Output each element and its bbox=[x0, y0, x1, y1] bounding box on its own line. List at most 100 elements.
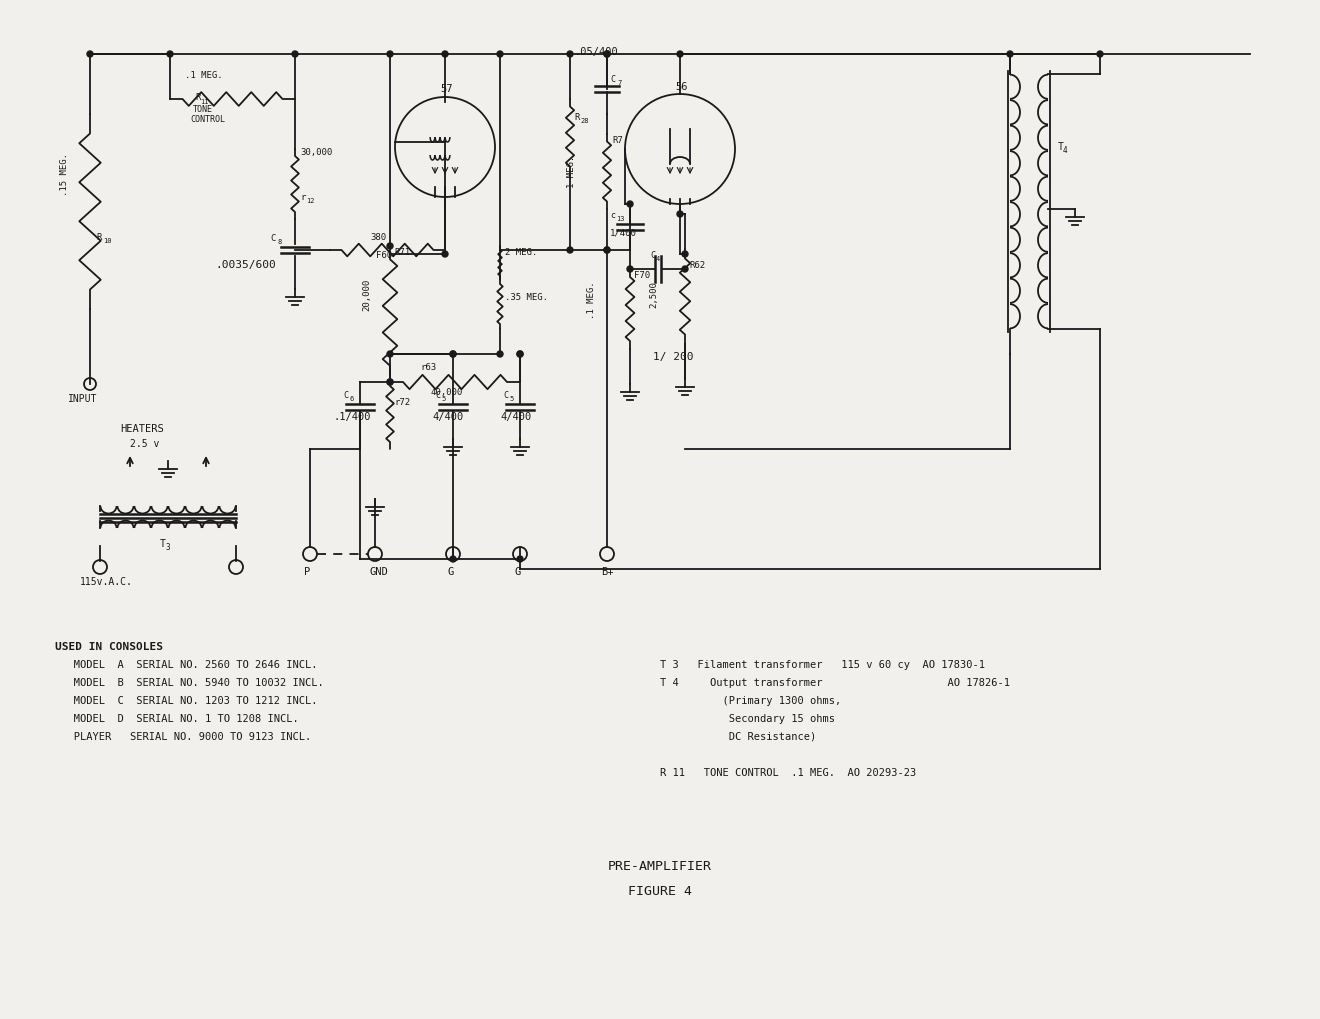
Text: .1 MEG.: .1 MEG. bbox=[185, 71, 223, 79]
Text: INPUT: INPUT bbox=[69, 393, 98, 404]
Text: HEATERS: HEATERS bbox=[120, 424, 164, 433]
Text: 1/ 200: 1/ 200 bbox=[653, 352, 693, 362]
Text: .35 MEG.: .35 MEG. bbox=[506, 292, 548, 302]
Text: P: P bbox=[304, 567, 310, 577]
Text: TONE: TONE bbox=[193, 105, 213, 114]
Text: .1 MEG.: .1 MEG. bbox=[587, 281, 597, 319]
Text: R 11   TONE CONTROL  .1 MEG.  AO 20293-23: R 11 TONE CONTROL .1 MEG. AO 20293-23 bbox=[660, 767, 916, 777]
Text: 10: 10 bbox=[103, 237, 111, 244]
Circle shape bbox=[387, 380, 393, 385]
Text: 20,000: 20,000 bbox=[362, 278, 371, 311]
Circle shape bbox=[627, 202, 634, 208]
Text: r: r bbox=[300, 193, 305, 202]
Text: C: C bbox=[271, 233, 276, 243]
Circle shape bbox=[677, 52, 682, 58]
Circle shape bbox=[498, 52, 503, 58]
Text: DC Resistance): DC Resistance) bbox=[660, 732, 816, 741]
Text: T: T bbox=[1059, 142, 1064, 152]
Text: c: c bbox=[610, 211, 615, 220]
Circle shape bbox=[1097, 52, 1104, 58]
Text: 57: 57 bbox=[440, 84, 453, 94]
Circle shape bbox=[450, 556, 455, 562]
Circle shape bbox=[677, 212, 682, 218]
Text: 3: 3 bbox=[165, 542, 170, 551]
Text: 4/400: 4/400 bbox=[432, 412, 463, 422]
Circle shape bbox=[568, 52, 573, 58]
Text: MODEL  A  SERIAL NO. 2560 TO 2646 INCL.: MODEL A SERIAL NO. 2560 TO 2646 INCL. bbox=[55, 659, 318, 669]
Text: 380: 380 bbox=[370, 232, 387, 242]
Circle shape bbox=[442, 252, 447, 258]
Text: R: R bbox=[574, 113, 579, 122]
Circle shape bbox=[387, 52, 393, 58]
Text: C: C bbox=[343, 390, 348, 399]
Text: R: R bbox=[96, 232, 102, 242]
Text: 5: 5 bbox=[441, 395, 445, 401]
Circle shape bbox=[605, 248, 610, 254]
Text: R7: R7 bbox=[612, 136, 623, 145]
Text: (Primary 1300 ohms,: (Primary 1300 ohms, bbox=[660, 695, 841, 705]
Text: 1 MEG.: 1 MEG. bbox=[568, 156, 576, 187]
Circle shape bbox=[1007, 52, 1012, 58]
Text: F70: F70 bbox=[634, 271, 651, 280]
Text: 12: 12 bbox=[306, 198, 314, 204]
Text: r72: r72 bbox=[393, 397, 411, 407]
Text: R71: R71 bbox=[393, 248, 411, 257]
Circle shape bbox=[517, 352, 523, 358]
Text: T 4     Output transformer                    AO 17826-1: T 4 Output transformer AO 17826-1 bbox=[660, 678, 1010, 688]
Text: Secondary 15 ohms: Secondary 15 ohms bbox=[660, 713, 836, 723]
Circle shape bbox=[442, 52, 447, 58]
Circle shape bbox=[387, 352, 393, 358]
Text: CONTROL: CONTROL bbox=[190, 115, 224, 124]
Text: 13: 13 bbox=[616, 216, 624, 222]
Text: 8: 8 bbox=[277, 238, 281, 245]
Text: 115v.A.C.: 115v.A.C. bbox=[81, 577, 133, 586]
Text: C: C bbox=[503, 390, 508, 399]
Text: 5: 5 bbox=[510, 395, 513, 401]
Text: MODEL  B  SERIAL NO. 5940 TO 10032 INCL.: MODEL B SERIAL NO. 5940 TO 10032 INCL. bbox=[55, 678, 323, 688]
Circle shape bbox=[605, 52, 610, 58]
Text: MODEL  C  SERIAL NO. 1203 TO 1212 INCL.: MODEL C SERIAL NO. 1203 TO 1212 INCL. bbox=[55, 695, 318, 705]
Circle shape bbox=[168, 52, 173, 58]
Circle shape bbox=[387, 244, 393, 250]
Text: C: C bbox=[610, 75, 615, 84]
Text: 4: 4 bbox=[656, 256, 660, 262]
Text: C: C bbox=[436, 390, 440, 399]
Text: 6: 6 bbox=[348, 395, 354, 401]
Circle shape bbox=[517, 556, 523, 562]
Text: B+: B+ bbox=[601, 567, 614, 577]
Text: 4/400: 4/400 bbox=[500, 412, 531, 422]
Circle shape bbox=[450, 352, 455, 358]
Circle shape bbox=[568, 248, 573, 254]
Text: 56: 56 bbox=[675, 82, 688, 92]
Text: 11: 11 bbox=[201, 99, 209, 105]
Text: C: C bbox=[649, 251, 655, 260]
Text: T: T bbox=[160, 538, 166, 548]
Text: 2.5 v: 2.5 v bbox=[129, 438, 160, 448]
Circle shape bbox=[292, 52, 298, 58]
Text: MODEL  D  SERIAL NO. 1 TO 1208 INCL.: MODEL D SERIAL NO. 1 TO 1208 INCL. bbox=[55, 713, 298, 723]
Circle shape bbox=[498, 352, 503, 358]
Text: 2 MEG.: 2 MEG. bbox=[506, 248, 537, 257]
Text: r63: r63 bbox=[420, 363, 436, 372]
Text: R62: R62 bbox=[689, 261, 705, 270]
Text: F60: F60 bbox=[376, 251, 392, 260]
Text: 1/400: 1/400 bbox=[610, 229, 636, 237]
Circle shape bbox=[605, 52, 610, 58]
Text: .15 MEG.: .15 MEG. bbox=[59, 153, 69, 197]
Circle shape bbox=[682, 252, 688, 258]
Text: .05/400: .05/400 bbox=[574, 47, 618, 57]
Text: PLAYER   SERIAL NO. 9000 TO 9123 INCL.: PLAYER SERIAL NO. 9000 TO 9123 INCL. bbox=[55, 732, 312, 741]
Text: G: G bbox=[447, 567, 453, 577]
Text: .0035/600: .0035/600 bbox=[215, 260, 276, 270]
Text: FIGURE 4: FIGURE 4 bbox=[628, 884, 692, 897]
Text: R: R bbox=[195, 93, 201, 102]
Text: 30,000: 30,000 bbox=[300, 148, 333, 157]
Text: USED IN CONSOLES: USED IN CONSOLES bbox=[55, 641, 162, 651]
Text: 7: 7 bbox=[616, 79, 622, 86]
Circle shape bbox=[605, 248, 610, 254]
Text: .1/400: .1/400 bbox=[333, 412, 371, 422]
Circle shape bbox=[450, 352, 455, 358]
Circle shape bbox=[517, 352, 523, 358]
Circle shape bbox=[87, 52, 92, 58]
Text: T 3   Filament transformer   115 v 60 cy  AO 17830-1: T 3 Filament transformer 115 v 60 cy AO … bbox=[660, 659, 985, 669]
